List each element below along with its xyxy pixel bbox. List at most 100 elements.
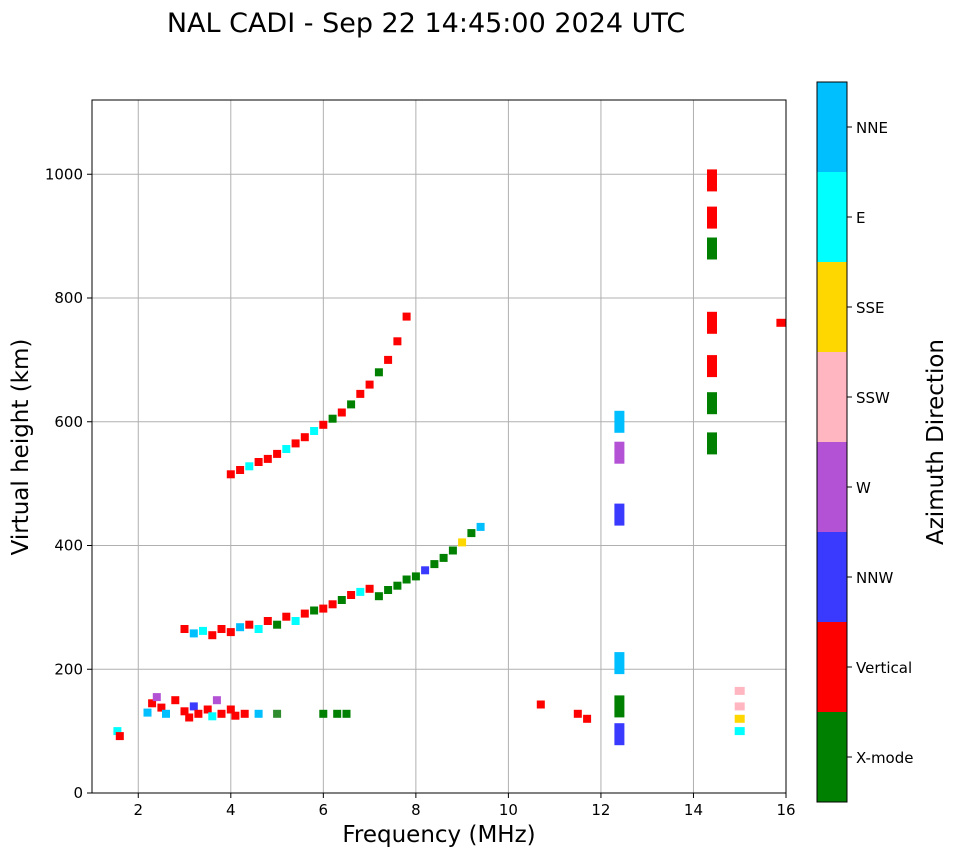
echo-point bbox=[734, 727, 745, 736]
echo-point bbox=[212, 696, 221, 705]
echo-point bbox=[254, 625, 263, 633]
echo-point bbox=[231, 711, 240, 720]
echo-point bbox=[402, 312, 411, 321]
echo-point bbox=[300, 433, 309, 442]
echo-point bbox=[263, 617, 272, 625]
echo-point bbox=[573, 709, 582, 718]
echo-point bbox=[536, 700, 545, 709]
data-points bbox=[113, 169, 787, 746]
x-tick-label: 6 bbox=[319, 801, 329, 819]
colorbar-segment bbox=[817, 82, 847, 172]
echo-point bbox=[734, 714, 745, 723]
colorbar-segment bbox=[817, 262, 847, 352]
y-tick-label: 800 bbox=[54, 289, 83, 307]
echo-point bbox=[263, 454, 272, 463]
colorbar-tick-label: W bbox=[856, 479, 871, 497]
echo-point bbox=[402, 575, 411, 584]
series-5 bbox=[734, 318, 787, 736]
colorbar-tick-label: SSW bbox=[856, 389, 890, 407]
echo-point bbox=[226, 470, 235, 479]
echo-point bbox=[337, 408, 346, 417]
x-tick-label: 16 bbox=[776, 801, 795, 819]
colorbar-tick-label: Vertical bbox=[856, 659, 912, 677]
echo-point bbox=[614, 410, 625, 433]
echo-point bbox=[356, 587, 365, 596]
x-tick-label: 2 bbox=[133, 801, 143, 819]
echo-point bbox=[189, 629, 198, 638]
echo-point bbox=[236, 466, 245, 474]
echo-point bbox=[393, 581, 402, 590]
echo-point bbox=[476, 522, 485, 531]
echo-point bbox=[614, 723, 625, 746]
echo-point bbox=[421, 566, 430, 575]
echo-point bbox=[374, 368, 383, 377]
echo-point bbox=[240, 709, 249, 718]
echo-point bbox=[162, 709, 170, 718]
echo-point bbox=[448, 546, 457, 555]
echo-point bbox=[282, 612, 291, 621]
echo-point bbox=[157, 703, 166, 712]
echo-point bbox=[171, 696, 180, 705]
series-4 bbox=[707, 169, 717, 455]
colorbar-tick-label: X-mode bbox=[856, 749, 913, 767]
echo-point bbox=[707, 311, 717, 334]
echo-point bbox=[245, 620, 254, 629]
echo-point bbox=[180, 707, 189, 716]
echo-point bbox=[226, 705, 235, 714]
echo-point bbox=[734, 702, 745, 711]
echo-point bbox=[203, 705, 212, 714]
echo-point bbox=[734, 686, 745, 695]
echo-point bbox=[310, 427, 319, 435]
echo-point bbox=[374, 592, 383, 601]
echo-point bbox=[282, 445, 291, 453]
x-axis-label: Frequency (MHz) bbox=[342, 822, 535, 848]
series-2 bbox=[226, 312, 411, 479]
grid-lines bbox=[92, 100, 787, 794]
echo-point bbox=[707, 169, 717, 192]
colorbar-segment bbox=[817, 622, 847, 712]
y-tick-label: 400 bbox=[54, 537, 83, 555]
y-tick-label: 0 bbox=[73, 784, 83, 802]
echo-point bbox=[439, 553, 448, 562]
echo-point bbox=[393, 337, 402, 346]
echo-point bbox=[254, 709, 263, 718]
echo-point bbox=[143, 708, 152, 717]
echo-point bbox=[254, 458, 263, 466]
colorbar-segment bbox=[817, 442, 847, 532]
colorbar-label: Azimuth Direction bbox=[923, 339, 949, 545]
echo-point bbox=[347, 591, 356, 599]
echo-point bbox=[347, 400, 356, 409]
echo-point bbox=[273, 620, 282, 629]
echo-point bbox=[614, 695, 625, 718]
echo-point bbox=[319, 420, 328, 429]
y-tick-label: 1000 bbox=[45, 165, 83, 183]
series-0 bbox=[113, 693, 592, 741]
echo-point bbox=[337, 596, 346, 604]
y-tick-label: 200 bbox=[54, 660, 83, 678]
echo-point bbox=[384, 586, 393, 594]
x-tick-label: 4 bbox=[226, 801, 236, 819]
echo-point bbox=[776, 318, 787, 327]
echo-point bbox=[113, 727, 122, 736]
echo-point bbox=[273, 449, 282, 458]
echo-point bbox=[208, 631, 217, 640]
series-3 bbox=[614, 410, 625, 746]
echo-point bbox=[614, 441, 625, 464]
colorbar-tick-label: NNE bbox=[856, 119, 888, 137]
echo-point bbox=[189, 702, 198, 711]
echo-point bbox=[365, 380, 374, 389]
x-tick-label: 12 bbox=[591, 801, 610, 819]
y-tick-label: 600 bbox=[54, 413, 83, 431]
colorbar-segment bbox=[817, 172, 847, 262]
echo-point bbox=[217, 625, 226, 633]
azimuth-colorbar: X-mode Vertical NNW W SSW SSE E NNE bbox=[816, 81, 913, 803]
echo-point bbox=[333, 709, 342, 718]
colorbar-tick-label: NNW bbox=[856, 569, 893, 587]
plot-frame bbox=[91, 99, 787, 794]
echo-point bbox=[245, 462, 254, 471]
echo-point bbox=[199, 626, 207, 635]
echo-point bbox=[583, 714, 592, 723]
echo-point bbox=[208, 712, 217, 721]
echo-point bbox=[328, 414, 337, 423]
